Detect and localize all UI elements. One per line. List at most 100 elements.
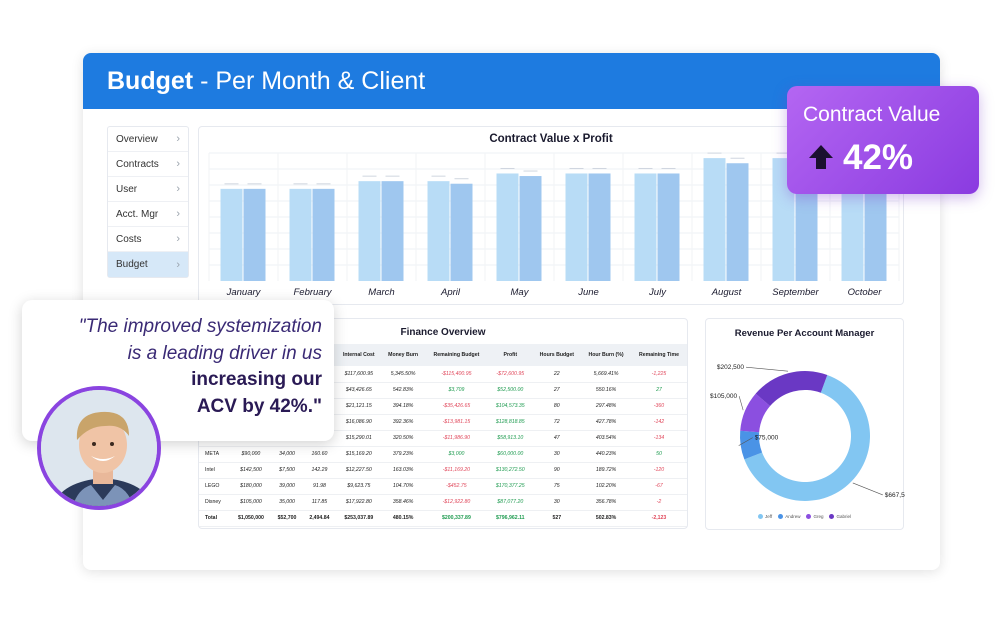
table-cell: 440.23% xyxy=(581,446,631,463)
donut-label-leader xyxy=(738,437,753,446)
donut-slice xyxy=(744,374,870,501)
sidebar: Overview › Contracts › User › Acct. Mgr › Co… xyxy=(107,126,189,278)
x-tick-label: March xyxy=(368,287,394,298)
legend-label: Gabriel xyxy=(836,514,851,519)
column-header: Hours Budget xyxy=(532,344,582,366)
sidebar-item-acct-mgr[interactable]: Acct. Mgr › xyxy=(108,202,188,227)
table-cell: 91.98 xyxy=(302,478,337,495)
table-cell: 480.15% xyxy=(381,510,425,527)
table-cell: 189.72% xyxy=(581,462,631,479)
table-cell: $3,709 xyxy=(424,382,489,399)
sidebar-item-label: Budget xyxy=(116,259,148,270)
x-tick-label: January xyxy=(226,287,262,298)
table-cell: $7,500 xyxy=(271,462,303,479)
table-cell: 320.50% xyxy=(381,430,425,447)
table-cell: $15,290.01 xyxy=(336,430,382,447)
sidebar-item-contracts[interactable]: Contracts › xyxy=(108,152,188,177)
chevron-right-icon: › xyxy=(176,158,180,170)
table-cell: $105,000 xyxy=(230,494,272,511)
table-cell: $170,377.25 xyxy=(488,478,533,495)
table-row: LEGO $180,000 39,000 91.98 $9,623.75 104.70% -… xyxy=(199,478,687,495)
legend-swatch xyxy=(806,514,812,520)
bar xyxy=(726,163,749,281)
table-cell: -$72,600.95 xyxy=(488,366,533,383)
table-cell: $130,272.50 xyxy=(488,462,533,479)
chevron-right-icon: › xyxy=(176,233,180,245)
revenue-per-manager-panel: Revenue Per Account Manager $667,500 $75,… xyxy=(705,318,905,530)
table-cell: $9,623.75 xyxy=(336,478,382,495)
table-cell: -$11,986.90 xyxy=(424,430,489,447)
table-cell: $1,050,000 xyxy=(230,510,272,527)
x-tick-label: April xyxy=(440,287,461,298)
contract-value-card: Contract Value 42% xyxy=(787,86,979,194)
table-row: Disney $105,000 35,000 117.85 $17,922.80 358.… xyxy=(199,494,687,511)
chevron-right-icon: › xyxy=(176,133,180,145)
table-cell: 5,669.41% xyxy=(581,366,631,383)
bar xyxy=(703,158,726,281)
table-cell: $52,700 xyxy=(271,510,303,527)
x-tick-label: February xyxy=(293,287,332,298)
donut-label-leader xyxy=(852,482,883,496)
table-cell: 403.54% xyxy=(581,430,631,447)
bar xyxy=(358,181,381,281)
table-cell: $52,500.00 xyxy=(488,382,533,399)
table-cell: -$452.75 xyxy=(424,478,489,495)
table-cell: $16,086.90 xyxy=(336,414,382,431)
legend-label: Andrew xyxy=(785,514,801,519)
legend-swatch xyxy=(778,514,784,520)
sidebar-item-budget[interactable]: Budget › xyxy=(108,252,188,277)
table-row: Intel $142,500 $7,500 142.29 $12,227.50 163.0… xyxy=(199,462,687,479)
table-cell: 102.20% xyxy=(581,478,631,495)
testimonial-card: "The improved systemization is a leading… xyxy=(22,300,334,441)
legend-swatch xyxy=(829,514,835,520)
table-cell: -$11,169.20 xyxy=(424,462,489,479)
table-cell: $3,000 xyxy=(424,446,489,463)
column-header: Hour Burn (%) xyxy=(581,344,631,366)
table-cell: 47 xyxy=(532,430,582,447)
contract-value-title: Contract Value xyxy=(803,103,941,126)
donut-chart: $667,500 $75,000 $105,000 $202,500 xyxy=(710,364,905,501)
legend-item[interactable]: Andrew xyxy=(778,514,801,520)
table-cell: -2,123 xyxy=(630,510,687,527)
sidebar-item-costs[interactable]: Costs › xyxy=(108,227,188,252)
column-header: Profit xyxy=(488,344,533,366)
table-cell: 163.03% xyxy=(381,462,425,479)
bar xyxy=(312,188,335,281)
donut-title: Revenue Per Account Manager xyxy=(734,328,875,339)
table-cell: 72 xyxy=(532,414,582,431)
legend-item[interactable]: Gabriel xyxy=(829,514,851,520)
bar xyxy=(657,173,680,281)
testimonial-quote: "The improved systemization is a leading… xyxy=(22,314,322,420)
column-header: Money Burn xyxy=(381,344,425,366)
table-cell: -120 xyxy=(630,462,687,479)
legend-label: Greg xyxy=(813,514,824,519)
table-cell: $142,500 xyxy=(230,462,272,479)
finance-title: Finance Overview xyxy=(400,327,486,338)
contract-value-percent: 42% xyxy=(843,138,914,177)
page-title: Budget xyxy=(107,66,194,95)
table-cell: -134 xyxy=(630,430,687,447)
table-cell: 542.83% xyxy=(381,382,425,399)
legend-item[interactable]: Greg xyxy=(806,514,824,520)
table-cell: 34,000 xyxy=(271,446,303,463)
table-cell: $128,818.85 xyxy=(488,414,533,431)
table-cell: $58,913.10 xyxy=(488,430,533,447)
table-cell: -67 xyxy=(630,478,687,495)
table-cell: $43,426.65 xyxy=(336,382,382,399)
legend-item[interactable]: Jeff xyxy=(758,514,772,520)
x-tick-label: August xyxy=(711,287,742,298)
quote-line: "The improved systemization xyxy=(78,316,322,337)
x-tick-label: September xyxy=(772,287,819,298)
table-cell: META xyxy=(199,446,231,463)
table-cell: 392.36% xyxy=(381,414,425,431)
table-cell: 104.70% xyxy=(381,478,425,495)
sidebar-item-overview[interactable]: Overview › xyxy=(108,127,188,152)
sidebar-item-label: User xyxy=(116,183,138,195)
table-cell: 27 xyxy=(630,382,687,399)
table-cell: -$115,400.95 xyxy=(424,366,489,383)
table-cell: 27 xyxy=(532,382,582,399)
person-portrait-icon xyxy=(41,390,157,506)
sidebar-item-user[interactable]: User › xyxy=(108,177,188,202)
table-cell: 75 xyxy=(532,478,582,495)
table-cell: 358.46% xyxy=(381,494,425,511)
